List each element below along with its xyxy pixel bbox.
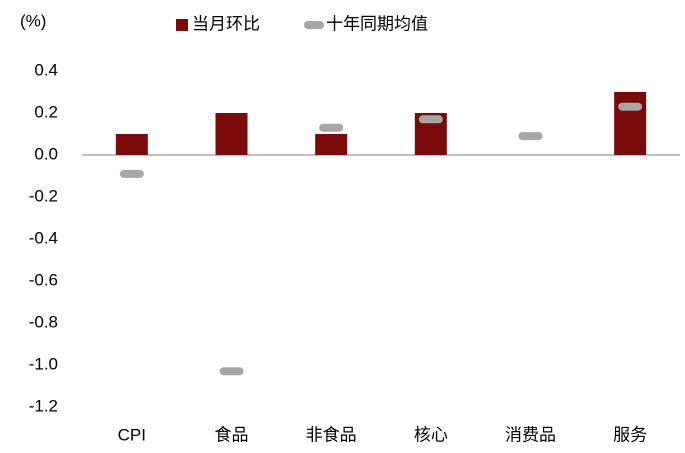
- y-tick-label: 0.4: [34, 60, 58, 79]
- bar: [215, 113, 248, 155]
- y-tick-label: -0.8: [29, 312, 58, 331]
- x-tick-label: 消费品: [505, 425, 556, 444]
- bar: [315, 134, 348, 155]
- x-tick-label: CPI: [118, 425, 146, 444]
- x-tick-label: 服务: [613, 425, 647, 444]
- x-tick-label: 食品: [215, 425, 249, 444]
- y-tick-label: -0.2: [29, 186, 58, 205]
- legend-label: 当月环比: [192, 14, 260, 33]
- y-tick-label: -0.4: [29, 228, 58, 247]
- legend-swatch: [176, 19, 188, 31]
- legend-label: 十年同期均值: [326, 14, 428, 33]
- x-tick-label: 非食品: [306, 425, 357, 444]
- y-tick-label: -1.0: [29, 354, 58, 373]
- bar: [115, 134, 148, 155]
- y-tick-label: -0.6: [29, 270, 58, 289]
- y-tick-label: 0.0: [34, 144, 58, 163]
- y-tick-label: 0.2: [34, 102, 58, 121]
- y-tick-label: -1.2: [29, 396, 58, 415]
- y-axis-label: (%): [20, 11, 46, 30]
- x-tick-label: 核心: [414, 425, 448, 444]
- bar: [614, 92, 647, 155]
